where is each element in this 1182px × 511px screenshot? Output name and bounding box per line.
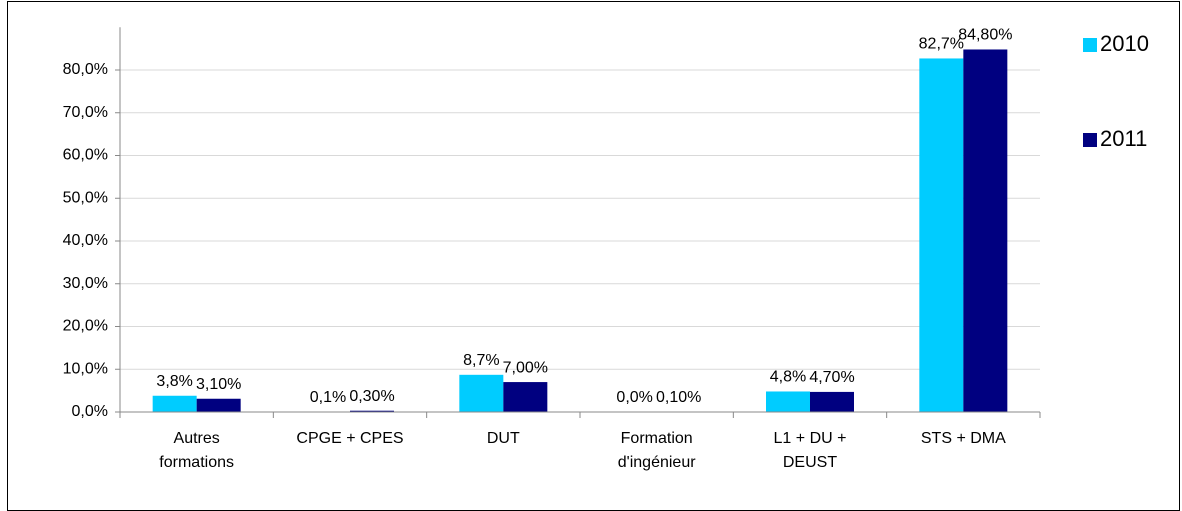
y-tick-label: 60,0% <box>63 147 108 164</box>
x-tick-label: Autres formations <box>159 430 234 471</box>
bar <box>503 382 548 412</box>
x-tick-label: L1 + DU + DEUST <box>773 430 847 471</box>
x-tick-label: DUT <box>486 430 520 447</box>
y-tick-label: 40,0% <box>63 232 108 249</box>
bar <box>350 410 394 412</box>
value-label: 4,8% <box>770 369 806 386</box>
y-tick-label: 0,0% <box>72 403 108 420</box>
value-label: 7,00% <box>503 359 548 376</box>
value-label: 0,10% <box>656 389 701 406</box>
x-tick-label: STS + DMA <box>920 430 1006 447</box>
y-tick-label: 50,0% <box>63 189 108 206</box>
y-tick-label: 10,0% <box>63 360 108 377</box>
legend-label: 2010 <box>1100 31 1149 56</box>
y-tick-label: 80,0% <box>63 61 108 78</box>
bar <box>963 49 1008 412</box>
value-label: 0,30% <box>349 388 394 405</box>
value-label: 84,80% <box>958 27 1012 44</box>
value-label: 3,8% <box>156 373 192 390</box>
y-tick-label: 70,0% <box>63 104 108 121</box>
x-tick-label: CPGE + CPES <box>296 430 404 447</box>
legend-label: 2011 <box>1100 126 1147 151</box>
bar <box>810 391 854 412</box>
value-label: 3,10% <box>196 376 241 393</box>
value-label: 82,7% <box>919 36 964 53</box>
bar <box>919 58 964 413</box>
value-label: 8,7% <box>463 352 499 369</box>
value-label: 0,1% <box>310 389 346 406</box>
legend-swatch <box>1083 38 1097 52</box>
bar <box>152 395 197 412</box>
y-tick-label: 30,0% <box>63 275 108 292</box>
x-tick-label: Formation d'ingénieur <box>617 430 696 471</box>
legend-swatch <box>1083 133 1097 147</box>
bar <box>766 391 810 412</box>
value-label: 4,70% <box>809 369 854 386</box>
bar <box>459 374 504 412</box>
y-tick-label: 20,0% <box>63 318 108 335</box>
bar <box>196 398 241 412</box>
value-label: 0,0% <box>616 389 652 406</box>
